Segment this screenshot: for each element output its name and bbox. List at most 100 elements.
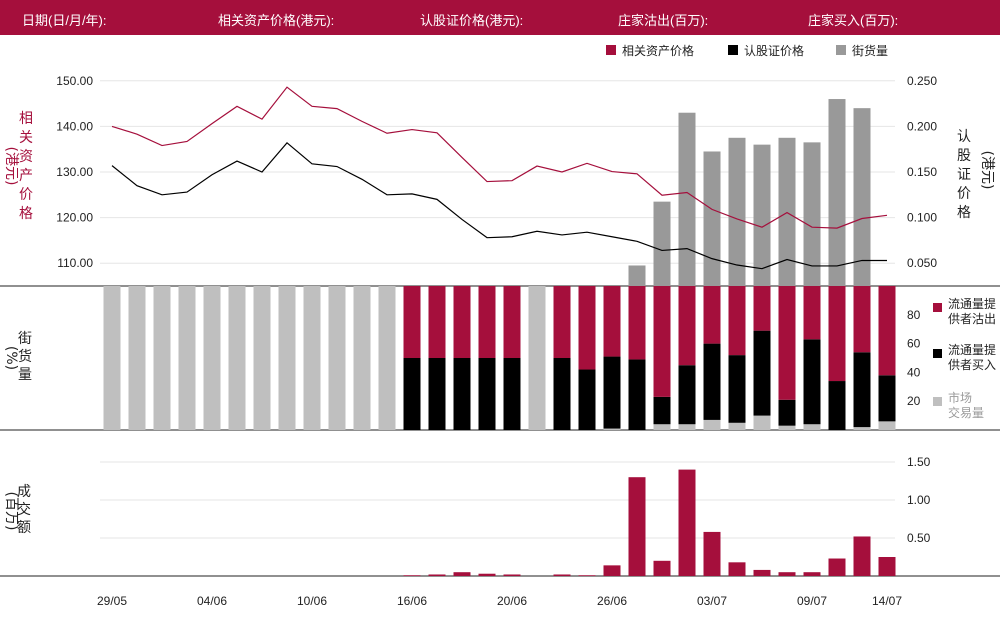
mm-buy-bar	[628, 359, 646, 430]
market-volume-bar	[653, 424, 671, 430]
turnover-bar	[628, 477, 646, 576]
header-buy-label: 庄家买入(百万):	[808, 13, 899, 28]
mm-buy-bar	[553, 358, 571, 430]
outstanding-bar	[678, 112, 696, 286]
legend-swatch	[836, 45, 846, 55]
mm-sell-bar	[453, 286, 471, 358]
y-bottom-tick-label: 0.50	[907, 531, 931, 545]
y-left-tick-label: 140.00	[56, 119, 93, 133]
y-mid-unit: (%)	[3, 346, 19, 370]
x-tick-label: 09/07	[797, 594, 827, 608]
mm-buy-bar	[603, 356, 621, 429]
turnover-bar	[803, 572, 821, 576]
x-tick-label: 29/05	[97, 594, 127, 608]
turnover-bar	[553, 574, 571, 576]
mm-sell-bar	[678, 286, 696, 366]
market-volume-bar	[803, 424, 821, 430]
mid-legend-label: 市场	[948, 390, 972, 405]
mm-buy-bar	[453, 358, 471, 430]
mm-buy-bar	[828, 381, 846, 430]
header-date-label: 日期(日/月/年):	[22, 13, 107, 28]
turnover-bar	[753, 569, 771, 576]
y-right-tick-label: 0.200	[907, 119, 937, 133]
outstanding-bar	[628, 265, 646, 286]
y-right-title-char: 格	[957, 205, 971, 221]
y-mid-tick-label: 60	[907, 337, 921, 351]
mm-sell-bar	[628, 286, 646, 360]
y-mid-title-char: 货	[18, 348, 32, 365]
y-left-tick-label: 150.00	[56, 74, 93, 88]
mm-buy-bar	[403, 358, 421, 430]
x-tick-label: 20/06	[497, 594, 527, 608]
mm-buy-bar	[853, 352, 871, 428]
market-volume-bar	[278, 286, 296, 430]
turnover-bar	[653, 560, 671, 576]
header-underlying-label: 相关资产价格(港元):	[218, 13, 335, 28]
mm-buy-bar	[778, 399, 796, 426]
mm-buy-bar	[703, 343, 721, 420]
mm-sell-bar	[553, 286, 571, 358]
turnover-bar	[878, 557, 896, 576]
mm-sell-bar	[503, 286, 521, 358]
mm-sell-bar	[478, 286, 496, 358]
market-volume-bar	[678, 424, 696, 430]
y-left-tick-label: 120.00	[56, 211, 93, 225]
y-bottom-tick-label: 1.00	[907, 493, 931, 507]
mm-buy-bar	[653, 396, 671, 425]
header-sell-label: 庄家沽出(百万):	[618, 13, 709, 28]
warrant-price-line	[111, 141, 887, 270]
market-volume-bar	[603, 428, 621, 430]
turnover-bar	[453, 572, 471, 576]
y-bottom-title-char: 成	[17, 484, 31, 500]
y-mid-tick-label: 40	[907, 365, 921, 379]
mm-buy-bar	[803, 339, 821, 425]
y-right-title-char: 证	[957, 167, 971, 183]
y-left-unit: (港元)	[3, 147, 19, 186]
outstanding-bar	[753, 144, 771, 286]
y-left-title-char: 格	[19, 206, 33, 222]
header-warrant-label: 认股证价格(港元):	[420, 13, 524, 28]
market-volume-bar	[228, 286, 246, 430]
legend-swatch	[606, 45, 616, 55]
turnover-bar	[678, 469, 696, 576]
outstanding-bar	[853, 108, 871, 286]
mm-buy-bar	[678, 365, 696, 425]
legend-label: 相关资产价格	[622, 43, 694, 58]
turnover-bar	[853, 536, 871, 576]
mm-sell-bar	[653, 286, 671, 397]
turnover-bar	[503, 574, 521, 576]
mm-sell-bar	[753, 286, 771, 331]
y-right-tick-label: 0.050	[907, 256, 937, 270]
market-volume-bar	[878, 421, 896, 430]
mm-sell-bar	[428, 286, 446, 358]
y-left-title-char: 关	[19, 130, 33, 146]
turnover-bar	[703, 531, 721, 576]
y-left-title-char: 价	[19, 187, 33, 203]
y-left-tick-label: 130.00	[56, 165, 93, 179]
y-bottom-title-char: 交	[17, 501, 31, 518]
market-volume-bar	[128, 286, 146, 430]
mm-sell-bar	[703, 286, 721, 344]
x-tick-label: 16/06	[397, 594, 427, 608]
turnover-bar	[603, 565, 621, 576]
mm-sell-bar	[578, 286, 596, 370]
mid-legend-label: 供者买入	[948, 358, 996, 372]
turnover-bar	[578, 575, 596, 576]
market-volume-bar	[378, 286, 396, 430]
mm-sell-bar	[828, 286, 846, 382]
legend-label: 街货量	[852, 43, 888, 58]
x-tick-label: 10/06	[297, 594, 327, 608]
mm-buy-bar	[428, 358, 446, 430]
y-mid-tick-label: 80	[907, 308, 921, 322]
outstanding-bar	[728, 137, 746, 286]
x-tick-label: 14/07	[872, 594, 902, 608]
market-volume-bar	[703, 419, 721, 430]
mm-sell-bar	[878, 286, 896, 376]
x-tick-label: 03/07	[697, 594, 727, 608]
market-volume-bar	[853, 427, 871, 430]
market-volume-bar	[728, 422, 746, 430]
y-left-tick-label: 110.00	[57, 256, 93, 270]
outstanding-bar	[703, 151, 721, 286]
y-bottom-tick-label: 1.50	[907, 455, 931, 469]
